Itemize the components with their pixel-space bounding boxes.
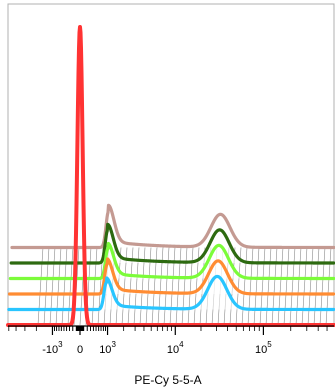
hatch-line [253,247,260,326]
hatch-line [43,247,50,326]
hatch-line [241,247,248,326]
hatch-line [289,247,296,326]
hatch-line [295,247,302,326]
series-line [8,241,335,281]
x-tick-label: 104 [167,340,184,356]
x-axis-label: PE-Cy 5-5-A [134,373,201,387]
x-axis: -103 0 103 104 105 [8,325,334,356]
hatch-line [181,247,188,326]
x-tick-label: 105 [255,340,272,356]
hatch-line [283,247,290,326]
series-fill [11,224,334,263]
hatch-line [37,247,44,326]
hatch-line [313,247,320,326]
hatch-line [325,247,332,326]
series-line [6,25,335,327]
hatch-line [151,247,158,326]
hatch-line [61,247,68,326]
plot-border [7,3,335,326]
hatch-line [157,247,164,326]
hatch-line [247,247,254,326]
series-line [8,257,335,296]
x-tick-label: 0 [77,344,83,356]
series-line [7,274,335,312]
x-tick-label: -103 [42,340,63,356]
hatch-line [49,247,56,326]
plot-frame [7,3,335,326]
hatch-line [175,247,182,326]
hatch-line [145,247,152,326]
hatch-line [187,247,194,326]
hatch-line [307,247,314,326]
hatch-line [163,247,170,326]
hatch-line [271,247,278,326]
hatch-line [265,247,272,326]
hatch-line [301,247,308,326]
series-line [9,222,335,265]
hatch-line [91,247,98,326]
hatch-line [55,247,62,326]
series-line [10,203,335,250]
x-tick-label: 103 [99,340,116,356]
series-fill [8,27,334,325]
hatch-line [169,247,176,326]
hatch-line [259,247,266,326]
histogram-series [6,25,335,327]
hatch-line [277,247,284,326]
series-fill [12,205,334,248]
hatch-line [67,247,74,326]
hatch-line [319,247,326,326]
